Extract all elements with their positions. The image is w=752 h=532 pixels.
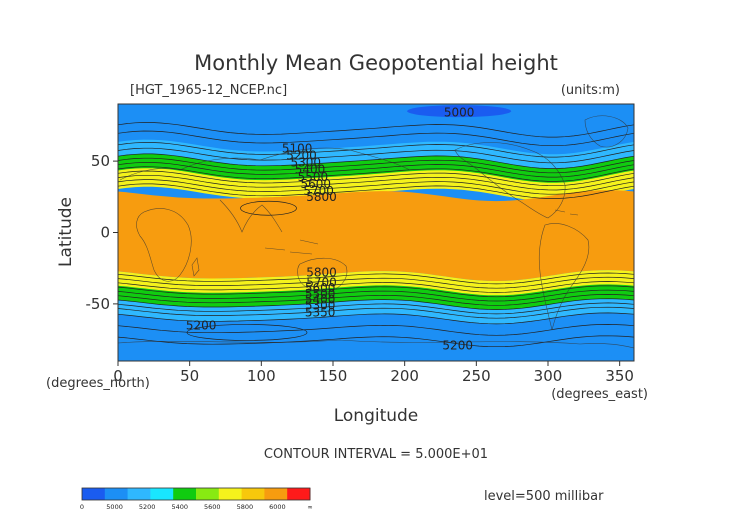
contour-label-17: 5200	[442, 338, 473, 352]
colorbar-segment	[264, 488, 288, 500]
contour-closed-1	[240, 200, 297, 216]
contour-label-8: 5800	[306, 190, 337, 204]
y-tick-label: 50	[91, 152, 110, 170]
colorbar-segment	[218, 488, 243, 500]
contour-line-13	[117, 285, 635, 298]
pressure-level-label: level=500 millibar	[484, 489, 604, 504]
contour-label-11: 5600	[305, 281, 336, 295]
contour-label-14: 5300	[305, 298, 336, 312]
contour-label-9: 5800	[306, 265, 337, 279]
x-tick-label: 150	[319, 367, 348, 385]
units-label: (units:m)	[561, 83, 620, 98]
colorbar-segment	[241, 488, 265, 500]
contour-label-10: 5700	[306, 275, 337, 289]
colorbar-tick-label: 5000	[106, 503, 123, 511]
contour-line-21	[117, 122, 635, 138]
colorbar-segment	[82, 488, 106, 500]
contour-line-7	[117, 174, 635, 191]
contour-line-9	[117, 183, 635, 199]
contour-line-10	[117, 272, 635, 285]
colorbar-segment	[150, 488, 174, 500]
x-axis-title: Longitude	[334, 406, 419, 426]
x-axis: 0 50 100 150 200 250 300 350	[113, 361, 634, 385]
colorbar-segment	[196, 488, 220, 500]
x-tick-label: 350	[605, 367, 634, 385]
colorbar-tick-label: 5800	[237, 503, 254, 511]
contour-line-3	[117, 157, 635, 174]
x-tick-label: 0	[113, 367, 123, 385]
contour-label-0: 5000	[444, 106, 475, 120]
colorbar-tick-label: 0	[80, 503, 84, 511]
contour-label-13: 5400	[305, 293, 336, 307]
contour-label-16: 5200	[186, 318, 217, 332]
colorbar-tick-label: 6000	[269, 503, 286, 511]
contour-label-3: 5300	[290, 156, 321, 170]
contour-line-12	[117, 281, 635, 293]
contour-line-14	[117, 289, 635, 302]
colorbar-segment	[173, 488, 197, 500]
contour-label-12: 5500	[305, 287, 336, 301]
x-tick-label: 250	[462, 367, 491, 385]
colorbar-segment	[287, 488, 311, 500]
contour-line-17	[117, 302, 635, 315]
contour-line-2	[117, 153, 635, 169]
y-tick-label: 0	[100, 224, 110, 242]
contour-line-11	[117, 276, 635, 289]
y-axis: -50 0 50	[86, 152, 118, 313]
contour-line-19	[117, 312, 635, 325]
colorbar-tick-label: 5400	[171, 503, 188, 511]
contour-label-1: 5100	[282, 141, 313, 155]
x-tick-label: 300	[534, 367, 563, 385]
contour-closed-2	[186, 324, 308, 341]
contour-label-7: 5700	[303, 184, 334, 198]
contour-label-6: 5600	[301, 177, 332, 191]
colorbar-segment	[104, 488, 129, 500]
contour-line-20	[117, 130, 635, 147]
contour-line-16	[117, 298, 635, 310]
x-tick-label: 200	[390, 367, 419, 385]
contour-line-22	[117, 324, 635, 336]
contour-label-15: 5350	[305, 305, 336, 319]
colorbar-tick-labels: 0 5000 5200 5400 5600 5800 6000 ∞	[80, 503, 313, 511]
coastlines	[117, 115, 635, 349]
contour-lines	[117, 122, 635, 348]
contour-line-4	[117, 162, 635, 178]
contour-labels: 5000510052005300540055005600570058005800…	[186, 106, 475, 353]
contour-line-8	[117, 179, 635, 195]
x-tick-label: 50	[180, 367, 199, 385]
y-axis-title: Latitude	[56, 197, 76, 267]
y-tick-label: -50	[86, 295, 111, 313]
file-label: [HGT_1965-12_NCEP.nc]	[130, 83, 287, 98]
colorbar-tick-label: 5600	[204, 503, 221, 511]
y-unit-label: (degrees_north)	[46, 376, 150, 391]
x-tick-label: 100	[247, 367, 276, 385]
low-5000-patch	[407, 105, 512, 118]
colorbar-tick-label: 5200	[139, 503, 156, 511]
contour-line-23	[117, 335, 635, 348]
band-4	[118, 190, 634, 281]
colorbar-frame	[81, 487, 311, 501]
chart-title: Monthly Mean Geopotential height	[194, 51, 558, 75]
contour-label-5: 5500	[298, 170, 329, 184]
contour-line-5	[117, 166, 635, 182]
contour-label-2: 5200	[286, 148, 317, 162]
contour-line-1	[117, 147, 635, 164]
contour-line-0	[117, 142, 635, 158]
contour-line-6	[117, 170, 635, 187]
contour-label-4: 5400	[295, 163, 326, 177]
contour-line-15	[117, 294, 635, 306]
x-unit-label: (degrees_east)	[551, 387, 648, 402]
contour-interval-note: CONTOUR INTERVAL = 5.000E+01	[264, 447, 488, 462]
colorbar	[81, 487, 311, 501]
colorbar-segment	[127, 488, 151, 500]
colorbar-tick-label: ∞	[307, 503, 312, 511]
